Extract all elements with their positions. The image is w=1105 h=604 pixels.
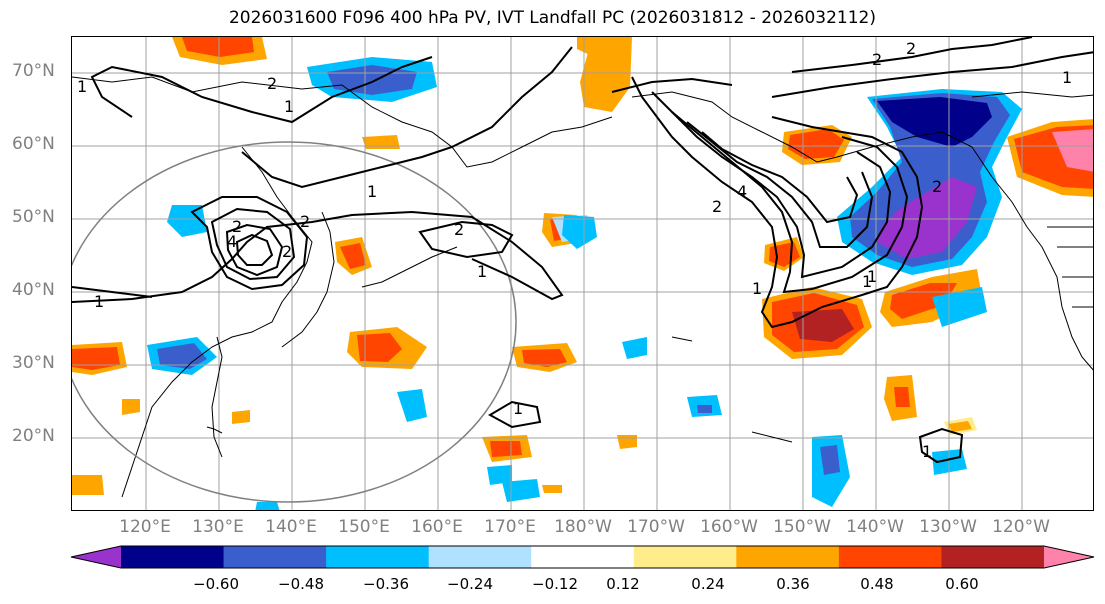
contour-label: 1 xyxy=(477,262,487,281)
colorbar-segment xyxy=(941,546,1045,568)
lon-label-120w: 120°W xyxy=(992,517,1050,537)
colorbar-segment xyxy=(428,546,532,568)
coastlines xyxy=(72,76,1093,498)
map-panel: 2 1 1 1 2 1 1 4 2 1 2 2 1 2 1 4 2 1 2 1 … xyxy=(71,36,1094,511)
colorbar-tick: 0.48 xyxy=(860,575,894,593)
lat-label-30n: 30°N xyxy=(12,353,55,373)
colorbar-tick: 0.24 xyxy=(691,575,725,593)
contour-label: 2 xyxy=(712,197,722,216)
pv-shading xyxy=(72,37,1093,510)
colorbar-segment xyxy=(531,546,635,568)
lat-label-20n: 20°N xyxy=(12,426,55,446)
lon-label-160w: 160°W xyxy=(700,517,758,537)
lat-label-70n: 70°N xyxy=(12,61,55,81)
contour-label: 2 xyxy=(267,74,277,93)
contour-label: 4 xyxy=(227,232,237,251)
colorbar-tick: −0.36 xyxy=(363,575,409,593)
colorbar-segment xyxy=(326,546,430,568)
contour-label: 1 xyxy=(367,182,377,201)
contour-label: 1 xyxy=(862,272,872,291)
colorbar-segment xyxy=(121,546,225,568)
colorbar-tick: 0.36 xyxy=(776,575,810,593)
lon-label-160e: 160°E xyxy=(411,517,463,537)
lon-label-150w: 150°W xyxy=(773,517,831,537)
lon-label-180w: 180°W xyxy=(554,517,612,537)
contour-label: 1 xyxy=(1062,68,1072,87)
colorbar-tick: 0.12 xyxy=(606,575,640,593)
lat-label-60n: 60°N xyxy=(12,134,55,154)
colorbar-segment xyxy=(633,546,737,568)
contour-label: 2 xyxy=(932,177,942,196)
colorbar-segment xyxy=(223,546,327,568)
contour-label: 4 xyxy=(737,182,747,201)
colorbar-tick: −0.12 xyxy=(532,575,578,593)
colorbar-segment xyxy=(838,546,942,568)
contour-label: 1 xyxy=(922,442,932,461)
contour-label: 2 xyxy=(906,39,916,58)
map-canvas: 2 1 1 1 2 1 1 4 2 1 2 2 1 2 1 4 2 1 2 1 … xyxy=(72,37,1093,510)
contour-label: 2 xyxy=(282,242,292,261)
lon-label-130w: 130°W xyxy=(919,517,977,537)
pv-contours xyxy=(72,37,1093,464)
contour-label: 2 xyxy=(232,217,242,236)
contour-label: 1 xyxy=(867,267,877,286)
colorbar-extend-max xyxy=(1044,546,1094,568)
colorbar-tick: −0.48 xyxy=(278,575,324,593)
lon-label-120e: 120°E xyxy=(119,517,171,537)
contour-label: 1 xyxy=(284,97,294,116)
colorbar xyxy=(70,545,1095,569)
contour-label: 1 xyxy=(77,77,87,96)
contour-label: 2 xyxy=(872,50,882,69)
lon-label-170w: 170°W xyxy=(627,517,685,537)
ivt-radius-circle xyxy=(72,141,517,503)
lon-label-150e: 150°E xyxy=(338,517,390,537)
lat-label-40n: 40°N xyxy=(12,280,55,300)
colorbar-tick: −0.60 xyxy=(193,575,239,593)
contour-label: 1 xyxy=(752,279,762,298)
lon-label-130e: 130°E xyxy=(192,517,244,537)
colorbar-tick: −0.24 xyxy=(447,575,493,593)
contour-label: 1 xyxy=(513,399,523,418)
colorbar-segments xyxy=(70,545,1095,569)
colorbar-outline xyxy=(70,545,1095,569)
colorbar-tick: 0.60 xyxy=(945,575,979,593)
contour-label: 2 xyxy=(300,212,310,231)
lon-label-140e: 140°E xyxy=(265,517,317,537)
contour-label: 1 xyxy=(94,292,104,311)
figure-title: 2026031600 F096 400 hPa PV, IVT Landfall… xyxy=(228,8,876,28)
lon-label-170e: 170°E xyxy=(484,517,536,537)
lat-label-50n: 50°N xyxy=(12,207,55,227)
colorbar-segment xyxy=(736,546,840,568)
colorbar-extend-min xyxy=(71,546,121,568)
contour-label: 2 xyxy=(454,220,464,239)
lon-label-140w: 140°W xyxy=(846,517,904,537)
contour-labels: 2 1 1 1 2 1 1 4 2 1 2 2 1 2 1 4 2 1 2 1 … xyxy=(77,39,1072,461)
